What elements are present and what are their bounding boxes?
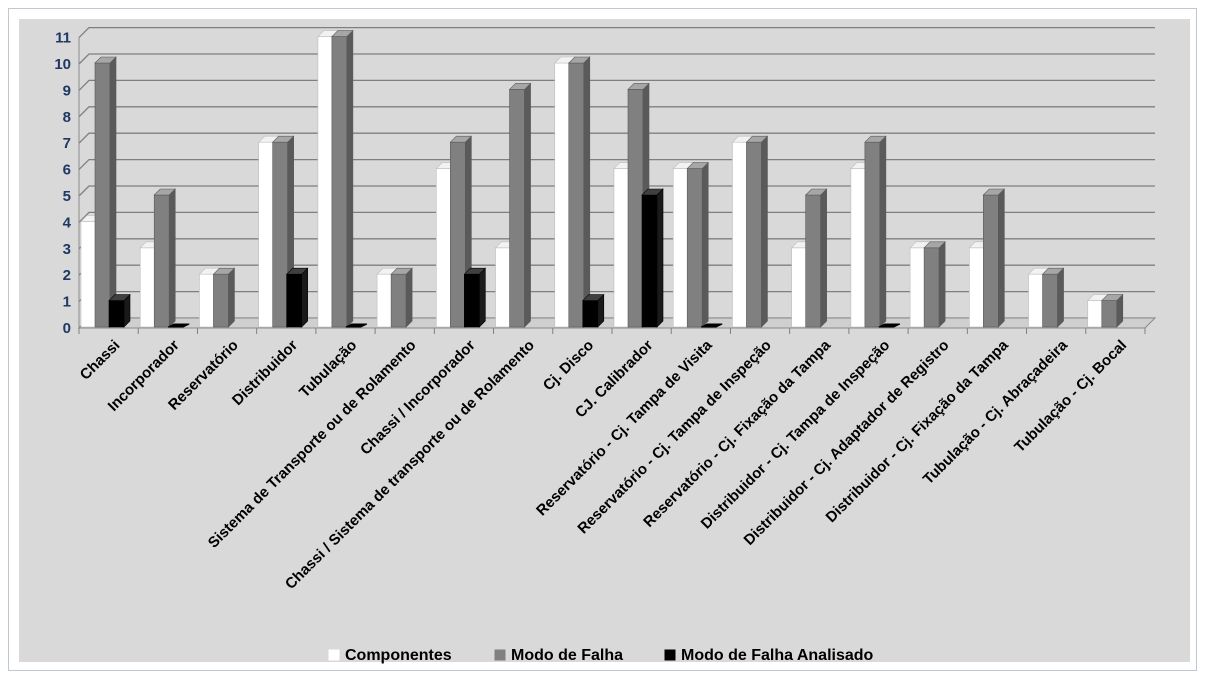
gridline <box>78 79 1155 91</box>
bar <box>641 188 664 328</box>
gridline <box>78 211 1155 223</box>
y-axis-ticks: 0 1 2 3 4 5 6 7 8 9 10 11 <box>54 30 71 337</box>
bar <box>864 135 887 328</box>
bar <box>923 241 946 328</box>
y-tick-label: 0 <box>63 320 71 337</box>
bar <box>1041 267 1065 328</box>
bar <box>94 56 117 328</box>
y-tick-label: 2 <box>63 267 71 284</box>
legend-item: Modo de Falha <box>494 647 623 664</box>
bars <box>80 29 1124 328</box>
bar <box>745 135 769 328</box>
bar <box>153 188 176 328</box>
legend-swatch <box>494 649 506 661</box>
legend-swatch <box>664 649 676 661</box>
legend-label: Modo de Falha <box>511 647 623 664</box>
gridline <box>78 158 1155 171</box>
bar <box>108 293 131 328</box>
y-tick-label: 11 <box>55 30 71 47</box>
legend-item: Componentes <box>328 647 452 664</box>
y-tick-label: 10 <box>54 56 71 73</box>
y-tick-label: 4 <box>63 214 72 231</box>
y-tick-label: 7 <box>63 135 71 152</box>
bar <box>982 188 1006 328</box>
gridline <box>78 26 1155 39</box>
legend-item: Modo de Falha Analisado <box>664 647 874 664</box>
bar <box>331 29 354 328</box>
gridline <box>78 106 1155 118</box>
bar <box>285 267 309 328</box>
bar <box>212 267 236 328</box>
bar <box>878 323 901 328</box>
y-tick-label: 3 <box>63 241 71 258</box>
bar <box>167 323 190 328</box>
legend-label: Modo de Falha Analisado <box>681 647 874 664</box>
bar <box>700 323 723 328</box>
bar <box>345 323 368 328</box>
bar <box>568 56 591 328</box>
gridline <box>78 132 1155 144</box>
y-tick-label: 9 <box>63 82 71 99</box>
bar <box>804 188 828 328</box>
y-tick-label: 5 <box>63 188 71 205</box>
bar <box>390 267 413 328</box>
bar <box>1101 293 1124 328</box>
chart-frame: 0 1 2 3 4 5 6 7 8 9 10 11 Chassi Incorporador Reserva… <box>8 8 1197 671</box>
gridline <box>78 53 1155 65</box>
y-tick-label: 8 <box>63 109 71 126</box>
gridline <box>78 185 1155 197</box>
bar <box>463 267 487 328</box>
bar <box>508 82 532 328</box>
legend-label: Componentes <box>345 647 452 664</box>
y-tick-label: 1 <box>63 294 71 311</box>
legend-swatch <box>328 649 340 661</box>
y-tick-label: 6 <box>63 162 71 179</box>
bar <box>686 161 709 328</box>
bar <box>582 293 605 328</box>
legend: Componentes Modo de Falha Modo de Falha An… <box>328 647 874 664</box>
